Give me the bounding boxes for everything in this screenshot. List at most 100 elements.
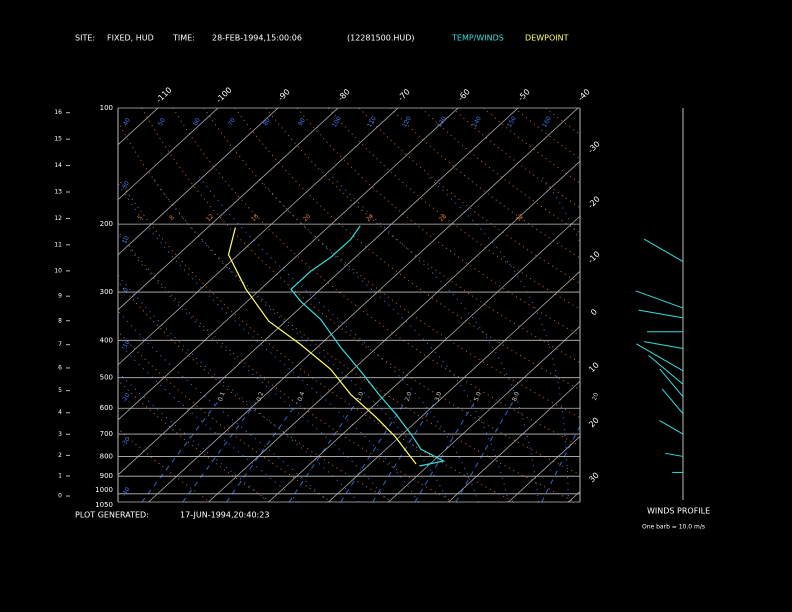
theta-label: 12 xyxy=(205,213,215,223)
mixing-ratio-line xyxy=(182,402,257,502)
theta-label: 32 xyxy=(515,213,525,223)
mixing-ratio-label: 5.0 xyxy=(473,391,483,403)
altitude-label: 7 xyxy=(58,341,62,348)
wind-barb xyxy=(659,368,684,397)
altitude-label: 12 xyxy=(54,215,62,222)
time-label: TIME: xyxy=(172,34,195,43)
left-label: -10 xyxy=(121,339,132,351)
mixing-ratio-label: 8.0 xyxy=(511,391,521,403)
wind-barb xyxy=(635,343,684,372)
isotherm xyxy=(268,215,580,502)
altitude-label: 6 xyxy=(58,364,62,371)
pressure-label: 800 xyxy=(100,452,113,460)
wind-barb xyxy=(643,238,684,262)
isotherm xyxy=(118,108,459,421)
site-label: SITE: xyxy=(75,34,95,43)
mixing-ratio-label: 20 xyxy=(591,392,600,402)
dry-adiabat xyxy=(118,230,454,502)
left-label: -40 xyxy=(121,486,132,498)
top-label: 150 xyxy=(506,115,518,129)
wind-barb xyxy=(665,452,684,457)
mixing-ratio-label: 0.2 xyxy=(255,391,265,403)
left-label: 10 xyxy=(121,235,131,245)
top-label: 80 xyxy=(262,117,272,127)
isotherm xyxy=(328,270,580,502)
mixing-ratio-line xyxy=(340,402,406,502)
mixing-ratio-line xyxy=(141,402,218,502)
theta-label: 8 xyxy=(168,214,176,222)
altitude-label: 15 xyxy=(54,136,62,143)
top-label: 120 xyxy=(401,115,413,129)
isotherm xyxy=(388,325,580,502)
left-label: -20 xyxy=(121,392,132,404)
legend-entry: DEWPOINT xyxy=(525,34,569,43)
left-label: 0 xyxy=(122,286,130,293)
pressure-label: 700 xyxy=(100,430,113,438)
pressure-label: 100 xyxy=(100,104,113,112)
dry-adiabat xyxy=(265,108,580,364)
mixing-ratio-label: 0.4 xyxy=(297,391,307,403)
altitude-label: 11 xyxy=(54,241,62,248)
top-label: 90 xyxy=(297,117,307,127)
pressure-label: 900 xyxy=(100,472,113,480)
top-label: 130 xyxy=(436,115,448,129)
mixing-ratio-label: 2.0 xyxy=(404,391,414,403)
top-label: 160 xyxy=(541,115,553,129)
winds-note: One barb = 10.0 m/s xyxy=(642,524,705,531)
altitude-label: 1 xyxy=(58,472,62,479)
file: (12281500.HUD) xyxy=(347,34,415,43)
wind-barb xyxy=(659,420,684,435)
pressure-label: 600 xyxy=(100,404,113,412)
mixing-ratio-line xyxy=(226,402,298,502)
top-label: 50 xyxy=(157,117,167,127)
mixing-ratio-line xyxy=(288,402,357,502)
pressure-label: 500 xyxy=(100,374,113,382)
isotherm xyxy=(148,108,579,502)
sounding-line xyxy=(290,225,446,467)
mixing-ratio-label: 3.0 xyxy=(434,391,444,403)
isotherm-label: 0 xyxy=(589,307,599,317)
mixing-ratio-label: 1.0 xyxy=(355,391,365,403)
top-label: 110 xyxy=(366,115,378,129)
legend-entry: TEMP/WINDS xyxy=(451,34,504,43)
theta-label: 5 xyxy=(136,214,144,222)
theta-label: 28 xyxy=(438,213,448,223)
dry-adiabat xyxy=(172,108,580,447)
altitude-label: 3 xyxy=(58,431,62,438)
wind-barb xyxy=(638,309,684,319)
generated-label: PLOT GENERATED: xyxy=(75,511,149,520)
wind-barb xyxy=(661,388,684,415)
theta-label: 20 xyxy=(302,213,312,223)
top-label: 40 xyxy=(122,117,132,127)
mixing-ratio-line xyxy=(372,402,436,502)
altitude-label: 10 xyxy=(54,267,62,274)
pressure-label: 300 xyxy=(100,288,113,296)
pressure-label: 400 xyxy=(100,336,113,344)
isotherm xyxy=(208,160,580,502)
altitude-label: 8 xyxy=(58,317,62,324)
top-label: 70 xyxy=(227,117,237,127)
mixing-ratio-label: 0.1 xyxy=(217,391,227,403)
pressure-label: 200 xyxy=(100,220,113,228)
altitude-label: 13 xyxy=(54,189,62,196)
altitude-label: 14 xyxy=(54,162,62,169)
altitude-label: 0 xyxy=(58,493,62,500)
left-label: -30 xyxy=(121,436,132,448)
sounding-line xyxy=(227,227,417,465)
altitude-label: 5 xyxy=(58,387,62,394)
altitude-label: 9 xyxy=(58,293,62,300)
generated: 17-JUN-1994,20:40:23 xyxy=(180,511,269,520)
dry-adiabat xyxy=(118,177,515,502)
wind-barb xyxy=(648,354,684,385)
left-label: 30 xyxy=(121,180,131,190)
top-label: 140 xyxy=(471,115,483,129)
dry-adiabat xyxy=(118,330,332,502)
top-label: 100 xyxy=(331,115,343,129)
theta-label: 24 xyxy=(365,213,375,223)
top-label: 60 xyxy=(192,117,202,127)
isotherm xyxy=(118,108,519,476)
wind-barb xyxy=(643,341,684,349)
altitude-label: 16 xyxy=(54,109,62,116)
